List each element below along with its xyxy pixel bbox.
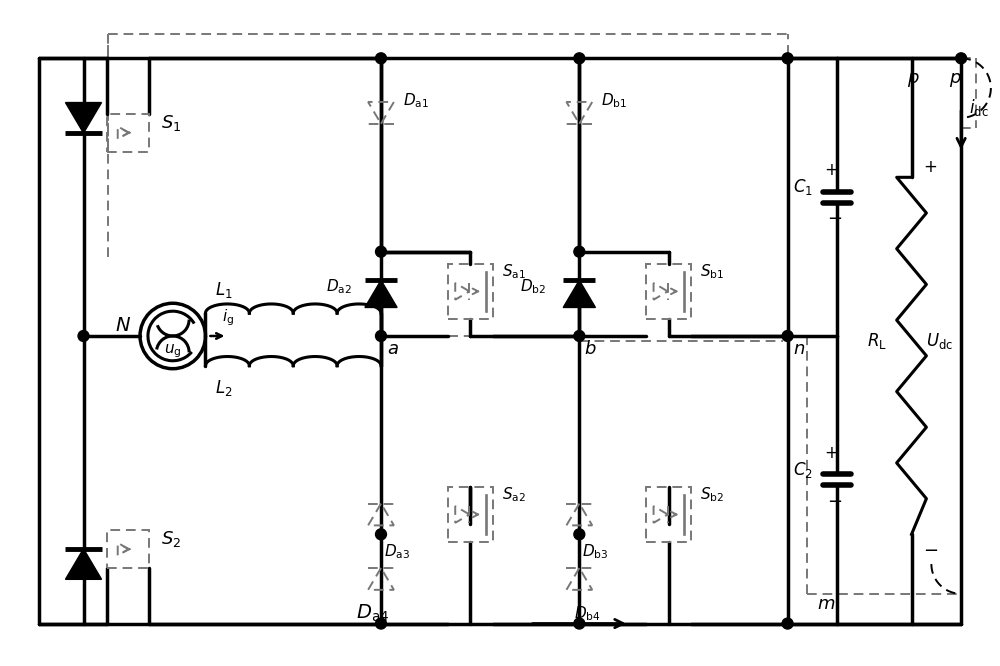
Text: $-$: $-$	[827, 208, 842, 226]
Circle shape	[782, 330, 793, 342]
Bar	[646, 264, 691, 318]
Circle shape	[376, 618, 386, 629]
Text: $S_{\rm b2}$: $S_{\rm b2}$	[700, 486, 724, 504]
Text: $+$: $+$	[824, 161, 838, 179]
Circle shape	[574, 53, 585, 64]
Text: $S_{\rm a2}$: $S_{\rm a2}$	[502, 486, 526, 504]
Text: $D_{\rm b2}$: $D_{\rm b2}$	[520, 277, 546, 296]
Bar	[448, 264, 493, 318]
Circle shape	[574, 618, 585, 629]
Text: $U_{\rm dc}$: $U_{\rm dc}$	[926, 331, 954, 351]
Circle shape	[376, 246, 386, 257]
Text: $S_1$: $S_1$	[161, 113, 181, 133]
Circle shape	[574, 330, 585, 342]
Text: $-$: $-$	[827, 491, 842, 509]
Text: $i_{\rm dc}$: $i_{\rm dc}$	[969, 97, 989, 118]
Text: $D_{\rm b4}$: $D_{\rm b4}$	[574, 605, 601, 623]
Polygon shape	[365, 280, 397, 308]
Text: $m$: $m$	[817, 595, 836, 613]
Text: $R_{\rm L}$: $R_{\rm L}$	[867, 331, 887, 351]
Bar	[448, 488, 493, 541]
Text: $L_1$: $L_1$	[215, 280, 233, 300]
Text: $i_{\rm g}$: $i_{\rm g}$	[222, 307, 234, 328]
Text: $S_{\rm b1}$: $S_{\rm b1}$	[700, 262, 724, 281]
Circle shape	[782, 53, 793, 64]
Text: $L_2$: $L_2$	[215, 378, 233, 398]
Circle shape	[78, 330, 89, 342]
Text: $D_{\rm b1}$: $D_{\rm b1}$	[601, 91, 627, 110]
Text: $D_{\rm a3}$: $D_{\rm a3}$	[384, 542, 410, 561]
Text: $n$: $n$	[793, 340, 805, 358]
Circle shape	[574, 246, 585, 257]
Text: $S_{\rm a1}$: $S_{\rm a1}$	[502, 262, 526, 281]
Text: $N$: $N$	[115, 316, 131, 335]
Text: $D_{\rm a4}$: $D_{\rm a4}$	[356, 603, 389, 624]
Text: $D_{\rm b3}$: $D_{\rm b3}$	[582, 542, 609, 561]
Text: $-$: $-$	[923, 540, 939, 558]
Circle shape	[782, 618, 793, 629]
Text: $u_{\rm g}$: $u_{\rm g}$	[164, 342, 182, 360]
Text: $+$: $+$	[824, 444, 838, 462]
Circle shape	[376, 529, 386, 539]
Text: $C_2$: $C_2$	[793, 460, 812, 480]
Polygon shape	[65, 103, 102, 133]
Text: $p$: $p$	[907, 71, 919, 89]
Bar	[646, 488, 691, 541]
Polygon shape	[65, 549, 102, 579]
Circle shape	[376, 53, 386, 64]
Text: $D_{\rm a1}$: $D_{\rm a1}$	[403, 91, 429, 110]
Polygon shape	[563, 280, 595, 308]
Circle shape	[376, 330, 386, 342]
Circle shape	[956, 53, 967, 64]
Text: $p$: $p$	[949, 71, 962, 89]
Text: $b$: $b$	[584, 340, 597, 358]
Text: $S_2$: $S_2$	[161, 529, 181, 549]
Text: $D_{\rm a2}$: $D_{\rm a2}$	[326, 277, 352, 296]
Text: $+$: $+$	[923, 159, 938, 176]
Circle shape	[574, 529, 585, 539]
Bar	[107, 530, 149, 568]
Text: $a$: $a$	[387, 340, 399, 358]
Text: $C_1$: $C_1$	[793, 177, 813, 197]
Bar	[107, 114, 149, 152]
